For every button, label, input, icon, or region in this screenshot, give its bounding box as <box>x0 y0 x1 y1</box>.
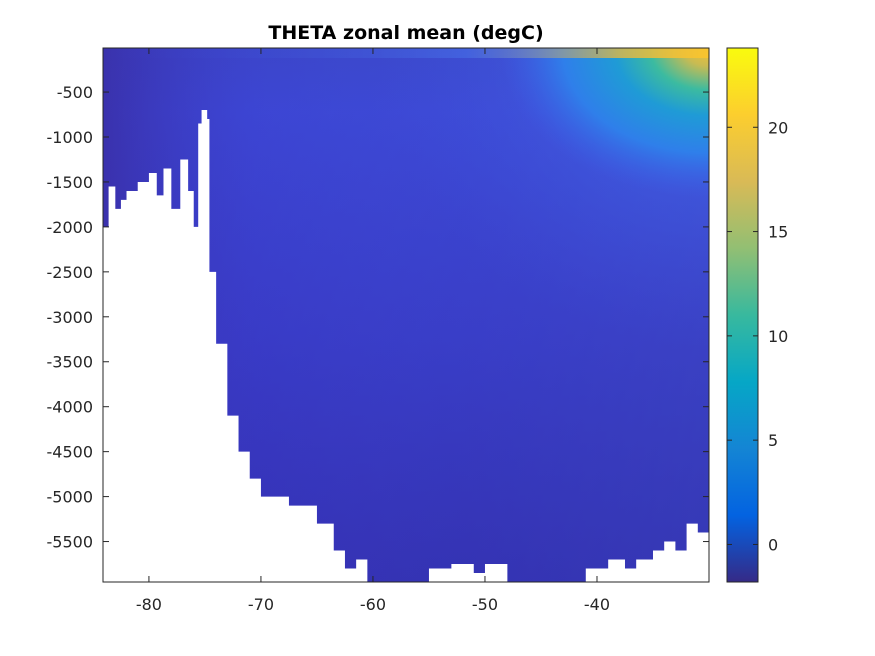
colorbar-tick-label: 15 <box>768 223 788 242</box>
chart-title: THETA zonal mean (degC) <box>268 22 543 44</box>
colorbar-axis: 0 5 10 15 20 <box>727 118 788 554</box>
colorbar-tick-label: 0 <box>768 535 778 554</box>
x-tick-label: -70 <box>248 595 274 614</box>
x-tick-label: -40 <box>584 595 610 614</box>
y-tick-label: -5500 <box>47 533 94 552</box>
x-tick-label: -60 <box>360 595 386 614</box>
y-tick-label: -2000 <box>47 218 94 237</box>
x-tick-label: -80 <box>136 595 162 614</box>
y-tick-label: -3000 <box>47 308 94 327</box>
y-tick-label: -500 <box>57 83 93 102</box>
y-tick-label: -1500 <box>47 173 94 192</box>
x-tick-label: -50 <box>472 595 498 614</box>
plot-axes-box <box>102 47 710 583</box>
colorbar-tick-label: 20 <box>768 118 788 137</box>
y-tick-label: -5000 <box>47 488 94 507</box>
colorbar-tick-label: 5 <box>768 431 778 450</box>
y-tick-label: -1000 <box>47 128 94 147</box>
y-tick-label: -2500 <box>47 263 94 282</box>
temperature-field <box>103 48 709 582</box>
colorbar <box>726 47 759 583</box>
x-axis: -80 -70 -60 -50 -40 <box>136 48 610 614</box>
colorbar-tick-label: 10 <box>768 327 788 346</box>
y-tick-label: -3500 <box>47 353 94 372</box>
y-axis: -500 -1000 -1500 -2000 -2500 -3000 -3500 -4000 -… <box>47 83 709 552</box>
seafloor-mask <box>103 110 709 582</box>
y-tick-label: -4500 <box>47 443 94 462</box>
y-tick-label: -4000 <box>47 398 94 417</box>
